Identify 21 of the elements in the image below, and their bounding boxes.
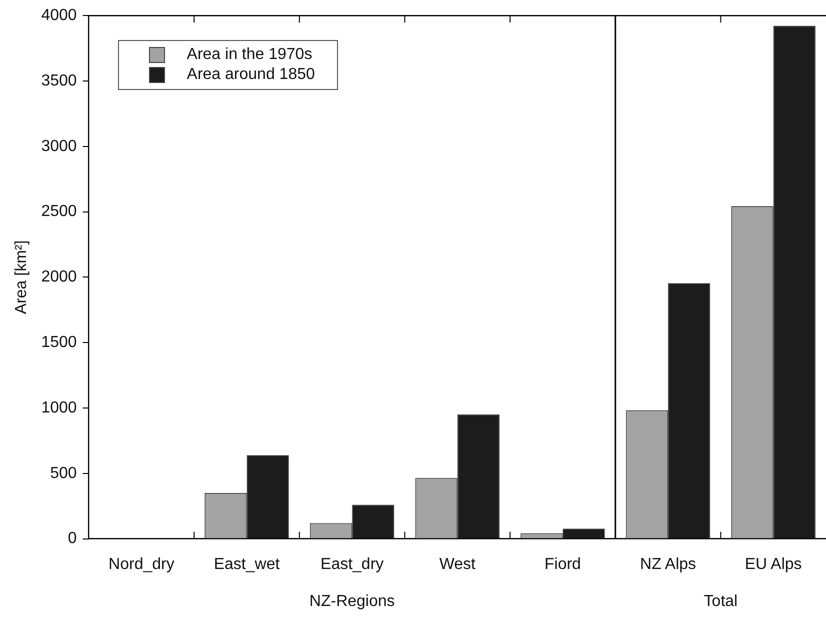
y-tick-label: 2500	[41, 203, 77, 220]
x-tick-label: East_wet	[214, 556, 280, 573]
y-tick-label: 1000	[41, 399, 77, 416]
x-tick-label: NZ Alps	[640, 556, 696, 573]
legend-label: Area around 1850	[186, 64, 315, 85]
x-tick-label: East_dry	[320, 556, 384, 573]
x-tick-label: Nord_dry	[108, 556, 174, 573]
text: NZ-Regions	[309, 593, 395, 610]
y-tick-label: 500	[50, 464, 77, 482]
legend-label: Area in the 1970s	[186, 44, 312, 65]
y-tick-label: 1500	[41, 334, 77, 352]
y-tick-label: 2000	[41, 268, 77, 286]
x-tick-label: Fiord	[544, 556, 581, 573]
y-tick-label: 3500	[41, 72, 77, 90]
x-tick-label: West	[439, 556, 476, 573]
y-tick-label: 4000	[41, 7, 77, 24]
y-axis-title: Area [km²]	[13, 240, 30, 314]
y-tick-label: 0	[68, 530, 77, 548]
text: Total	[704, 593, 738, 610]
y-tick-label: 3000	[41, 138, 77, 155]
x-tick-label: EU Alps	[744, 556, 802, 573]
